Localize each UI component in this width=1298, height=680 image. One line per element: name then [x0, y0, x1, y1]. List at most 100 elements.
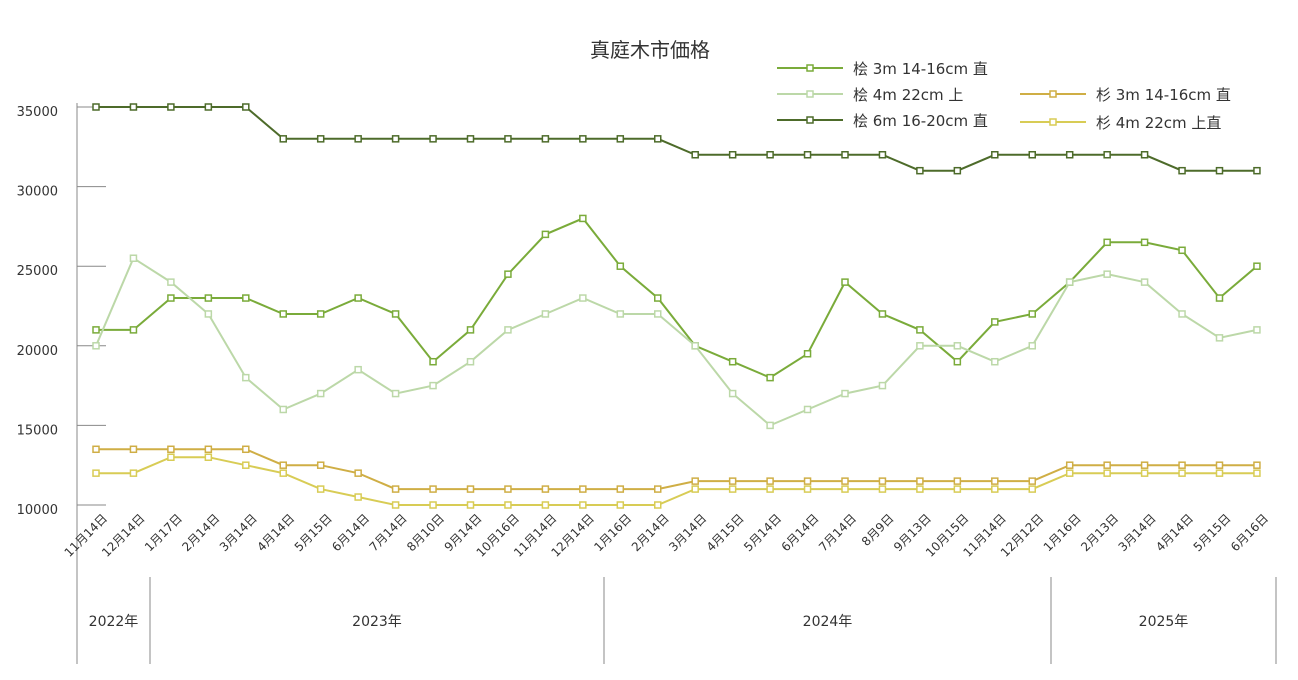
- legend-label: 桧 6m 16-20cm 直: [853, 112, 988, 130]
- data-point-marker: [129, 326, 138, 334]
- data-point-marker: [242, 461, 250, 469]
- data-point-marker: [953, 357, 962, 366]
- data-point-marker: [354, 365, 362, 374]
- data-point-marker: [391, 389, 400, 398]
- data-point-marker: [1103, 151, 1111, 159]
- data-point-marker: [1103, 461, 1111, 469]
- series-line: [96, 217, 1258, 379]
- data-point-marker: [429, 357, 437, 366]
- data-point-marker: [579, 501, 587, 509]
- data-point-marker: [1103, 469, 1111, 477]
- data-point-marker: [803, 405, 812, 414]
- data-point-marker: [466, 135, 475, 143]
- data-point-marker: [279, 310, 287, 318]
- data-point-marker: [766, 373, 774, 382]
- data-point-marker: [167, 294, 175, 302]
- data-point-marker: [1065, 278, 1074, 286]
- year-label: 2022年: [89, 614, 139, 630]
- data-point-marker: [504, 135, 512, 143]
- data-point-marker: [991, 485, 999, 493]
- y-tick-label: 10000: [17, 503, 58, 518]
- data-point-marker: [654, 294, 662, 302]
- series-group: [92, 453, 1261, 509]
- data-point-marker: [354, 294, 362, 302]
- data-point-marker: [579, 294, 587, 302]
- data-point-marker: [504, 326, 512, 334]
- data-point-marker: [92, 326, 100, 334]
- x-tick-label: 6月14日: [329, 511, 372, 554]
- data-point-marker: [316, 310, 325, 318]
- data-point-marker: [579, 135, 587, 143]
- legend-label: 桧 4m 22cm 上: [853, 86, 963, 104]
- x-tick-label: 4月14日: [254, 511, 297, 554]
- data-point-marker: [1215, 461, 1224, 469]
- data-point-marker: [579, 485, 587, 493]
- x-tick-label: 6月16日: [1228, 511, 1271, 554]
- data-point-marker: [129, 254, 138, 262]
- data-point-marker: [841, 151, 849, 159]
- legend-label: 杉 3m 14-16cm 直: [1096, 86, 1231, 104]
- data-point-marker: [1215, 469, 1224, 477]
- data-point-marker: [1065, 469, 1074, 477]
- data-point-marker: [1253, 262, 1261, 270]
- legend-marker: [806, 64, 814, 72]
- data-point-marker: [841, 389, 849, 398]
- data-point-marker: [916, 485, 924, 493]
- data-point-marker: [429, 135, 437, 143]
- data-point-marker: [616, 485, 625, 493]
- data-point-marker: [916, 342, 924, 350]
- data-point-marker: [953, 477, 962, 485]
- data-point-marker: [1103, 270, 1111, 278]
- data-point-marker: [916, 326, 924, 334]
- data-point-marker: [541, 501, 550, 509]
- legend-item: 杉 3m 14-16cm 直: [1020, 86, 1231, 104]
- data-point-marker: [541, 230, 550, 239]
- data-point-marker: [167, 103, 175, 111]
- data-point-marker: [204, 445, 213, 454]
- y-tick-label: 25000: [17, 264, 58, 279]
- y-tick-label: 15000: [17, 423, 58, 438]
- series-line: [95, 256, 1258, 427]
- legend-item: 杉 4m 22cm 上直: [1020, 114, 1221, 132]
- data-point-marker: [654, 501, 662, 509]
- year-label: 2025年: [1139, 614, 1189, 630]
- legend-marker: [806, 90, 814, 98]
- data-point-marker: [1178, 166, 1186, 175]
- legend-item: 桧 4m 22cm 上: [777, 86, 963, 104]
- data-point-marker: [1178, 461, 1186, 469]
- x-tick-label: 7月14日: [816, 511, 859, 554]
- x-tick-label: 2月13日: [1078, 511, 1121, 554]
- data-point-marker: [354, 493, 362, 501]
- data-point-marker: [279, 461, 287, 469]
- data-point-marker: [242, 103, 250, 111]
- data-point-marker: [541, 310, 550, 318]
- data-point-marker: [129, 469, 138, 477]
- data-point-marker: [991, 357, 999, 366]
- data-point-marker: [167, 453, 175, 461]
- data-point-marker: [953, 166, 962, 175]
- data-point-marker: [841, 477, 849, 485]
- data-point-marker: [691, 151, 699, 159]
- x-tick-label: 3月14日: [217, 511, 260, 554]
- x-tick-label: 5月15日: [1191, 511, 1234, 554]
- data-point-marker: [1103, 238, 1111, 247]
- x-tick-label: 1月16日: [591, 511, 634, 554]
- series-layer: [92, 103, 1261, 509]
- data-point-marker: [1028, 485, 1036, 493]
- data-point-marker: [691, 485, 699, 493]
- legend-item: 桧 3m 14-16cm 直: [777, 60, 988, 78]
- data-point-marker: [1028, 310, 1036, 318]
- data-point-marker: [1028, 151, 1036, 159]
- legend-marker: [1049, 90, 1057, 98]
- data-point-marker: [991, 318, 999, 326]
- data-point-marker: [691, 477, 699, 485]
- series-group: [92, 254, 1261, 430]
- data-point-marker: [841, 485, 849, 493]
- data-point-marker: [204, 294, 213, 302]
- data-point-marker: [504, 501, 512, 509]
- data-point-marker: [1140, 461, 1149, 469]
- data-point-marker: [1140, 238, 1149, 247]
- x-tick-label: 1月17日: [142, 511, 185, 554]
- data-point-marker: [391, 310, 400, 318]
